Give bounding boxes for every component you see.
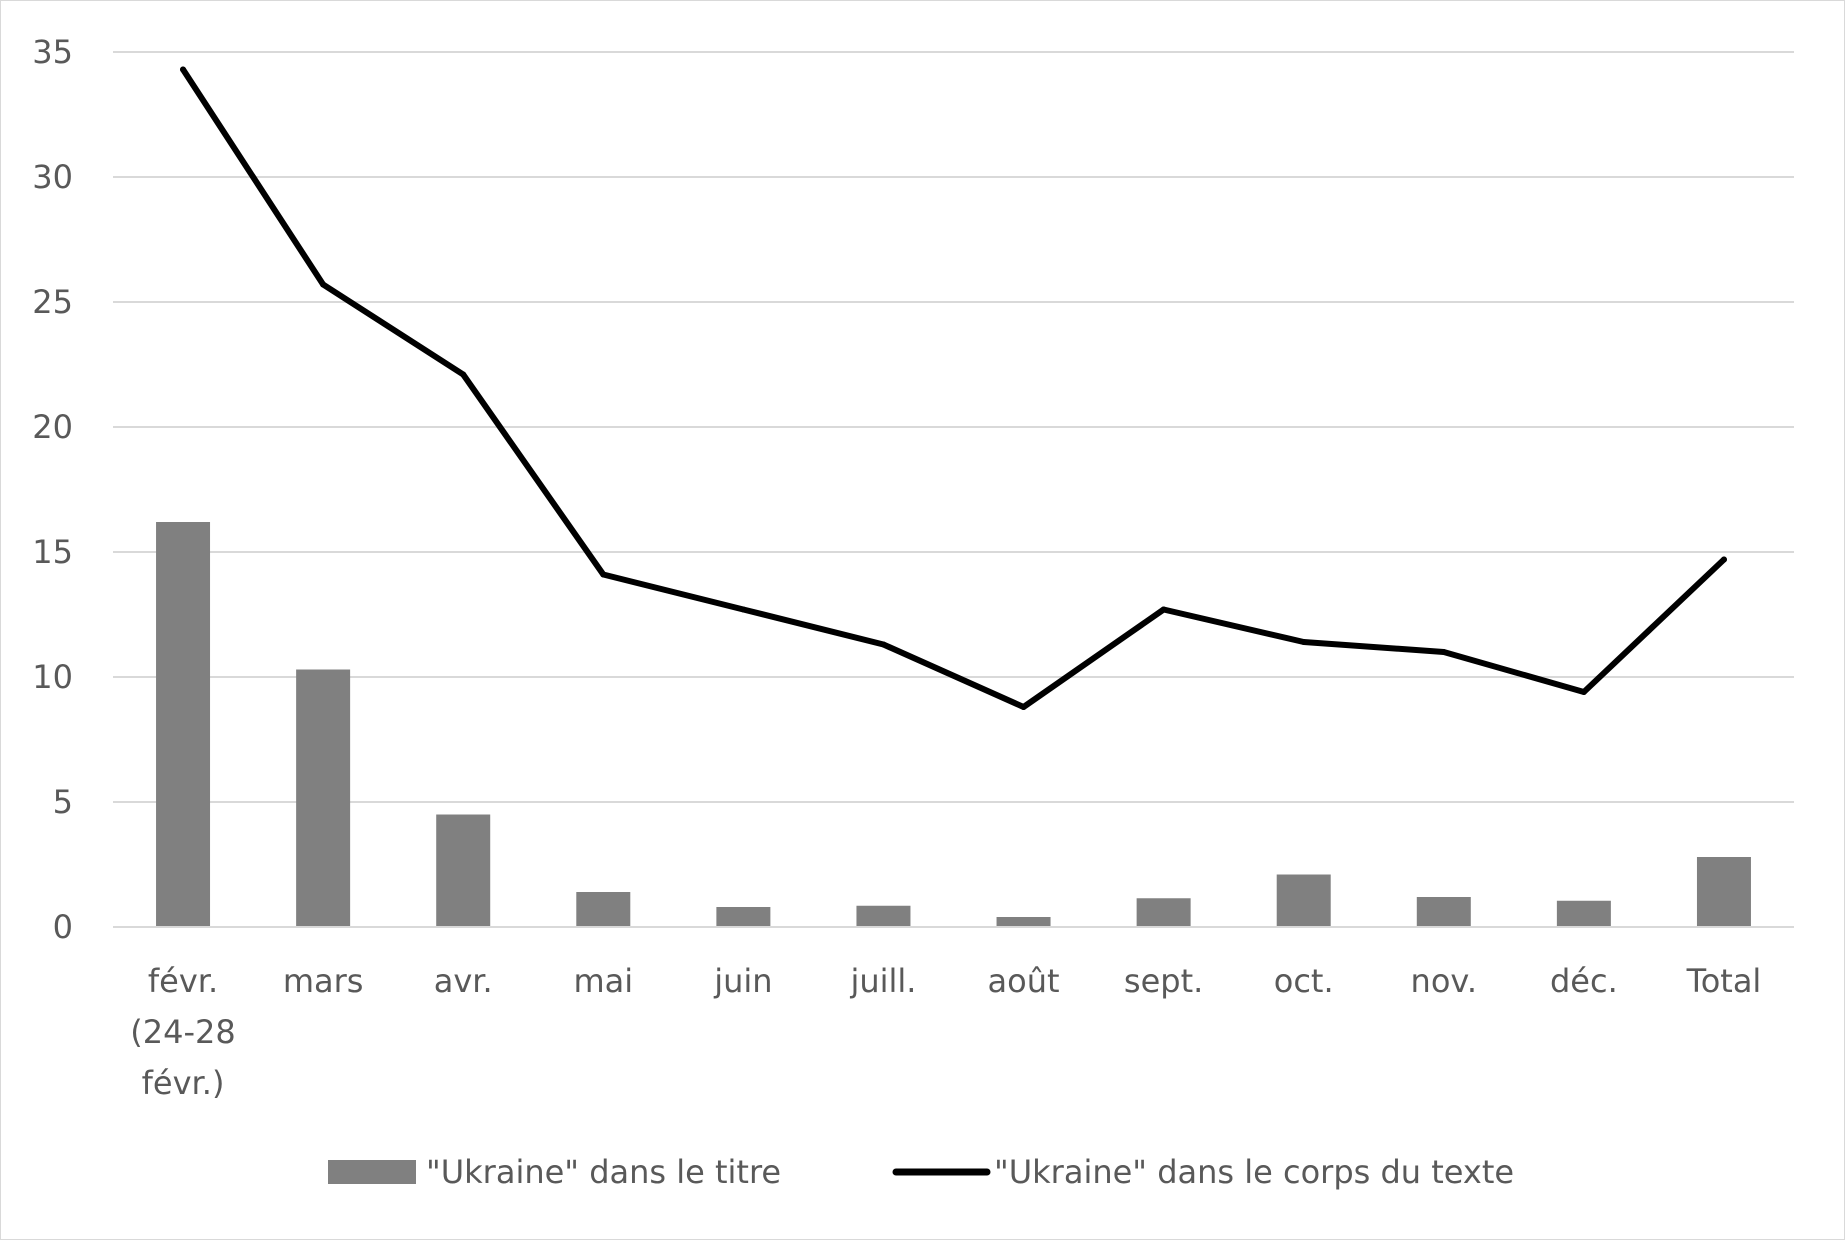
- bar: [576, 892, 631, 927]
- line-point: [740, 606, 747, 613]
- x-tick-label: avr.: [434, 962, 493, 1000]
- bar: [856, 905, 911, 927]
- y-tick-label: 25: [32, 283, 73, 321]
- bar: [156, 522, 211, 927]
- y-axis-ticks: 0 5 10 15 20 25 30 35: [32, 33, 73, 946]
- bar: [296, 669, 351, 927]
- line-point: [1300, 639, 1307, 645]
- x-tick-label: (24-28: [130, 1013, 235, 1051]
- line-point: [460, 371, 467, 378]
- y-tick-label: 15: [32, 533, 73, 571]
- line-point: [1160, 606, 1167, 613]
- line-series: [180, 66, 1727, 710]
- bar: [1276, 874, 1331, 927]
- x-tick-label: févr.: [148, 962, 218, 1000]
- line-point: [600, 571, 607, 578]
- bar: [436, 814, 491, 927]
- x-tick-label: août: [988, 962, 1060, 1000]
- grid-layer: [113, 51, 1794, 803]
- legend-line-label: "Ukraine" dans le corps du texte: [994, 1153, 1514, 1191]
- x-tick-label: févr.): [142, 1064, 225, 1102]
- series-line: [180, 66, 1727, 710]
- y-tick-label: 5: [53, 783, 73, 821]
- legend-bar-swatch: [328, 1160, 416, 1184]
- line-point: [1020, 704, 1027, 710]
- line-point: [1580, 689, 1587, 695]
- line-point: [880, 641, 887, 648]
- x-tick-label: sept.: [1124, 962, 1203, 1000]
- x-tick-label: nov.: [1411, 962, 1477, 1000]
- y-tick-label: 10: [32, 658, 73, 696]
- bar-series: [156, 522, 1751, 927]
- line-point: [1440, 649, 1447, 655]
- y-tick-label: 20: [32, 408, 73, 446]
- y-tick-label: 35: [32, 33, 73, 71]
- bar: [1556, 900, 1611, 927]
- x-tick-label: juill.: [849, 962, 916, 1000]
- line-point: [180, 66, 187, 73]
- legend: "Ukraine" dans le titre "Ukraine" dans l…: [328, 1153, 1514, 1191]
- bar: [716, 907, 771, 927]
- line-point: [1720, 556, 1727, 563]
- bar: [1136, 898, 1191, 927]
- x-tick-label: juin: [713, 962, 772, 1000]
- y-tick-label: 0: [53, 908, 73, 946]
- bar: [996, 917, 1051, 927]
- bar: [1696, 857, 1751, 927]
- x-tick-label: mars: [283, 962, 364, 1000]
- legend-bar-label: "Ukraine" dans le titre: [426, 1153, 781, 1191]
- line-point: [320, 281, 327, 288]
- bar: [1416, 897, 1471, 927]
- y-tick-label: 30: [32, 158, 73, 196]
- x-tick-label: Total: [1686, 962, 1762, 1000]
- x-tick-label: oct.: [1274, 962, 1334, 1000]
- x-tick-label: mai: [573, 962, 633, 1000]
- x-tick-label: déc.: [1550, 962, 1618, 1000]
- x-axis-ticks: févr. (24-28 févr.) mars avr. mai juin juill. ao…: [130, 962, 1761, 1102]
